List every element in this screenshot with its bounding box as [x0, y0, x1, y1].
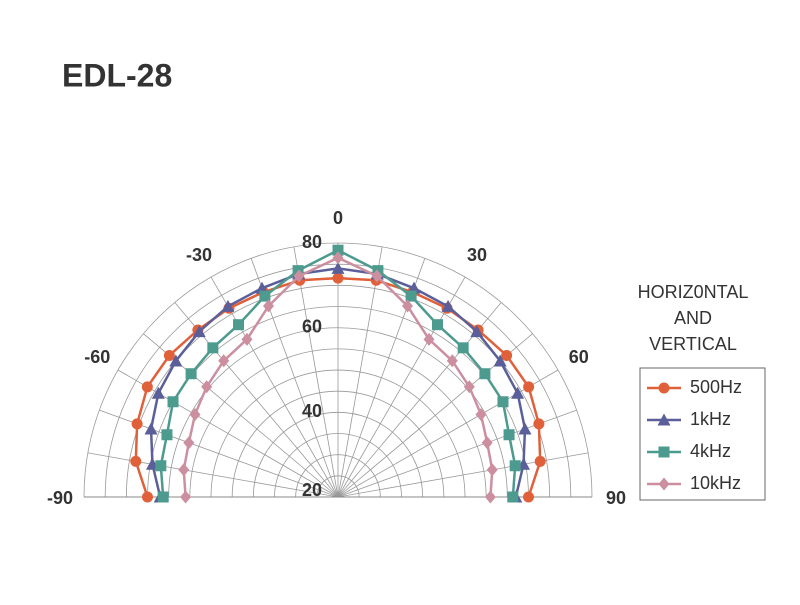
marker	[183, 436, 195, 450]
marker	[263, 299, 275, 313]
legend-title: AND	[674, 308, 712, 328]
theta-tick-label: -60	[84, 347, 110, 367]
marker	[511, 386, 525, 399]
theta-tick-label: -90	[47, 488, 73, 508]
legend-box	[639, 367, 766, 501]
legend-label: 1kHz	[690, 409, 731, 429]
legend-marker	[657, 413, 671, 426]
legend-marker	[658, 382, 670, 394]
marker	[144, 422, 158, 435]
marker	[332, 272, 344, 284]
marker	[233, 319, 245, 331]
marker	[155, 460, 167, 472]
grid-spoke	[337, 246, 383, 498]
grid-spoke	[337, 369, 559, 498]
grid-spoke	[87, 452, 339, 498]
marker	[221, 299, 235, 312]
marker	[169, 354, 183, 367]
marker	[201, 380, 213, 394]
marker	[180, 490, 192, 504]
marker	[441, 299, 455, 312]
marker	[463, 380, 475, 394]
legend-title: VERTICAL	[649, 334, 737, 354]
r-tick-label: 20	[302, 480, 322, 500]
marker	[371, 269, 383, 283]
r-tick-label: 80	[302, 232, 322, 252]
theta-tick-label: 30	[467, 245, 487, 265]
marker	[131, 418, 143, 430]
marker	[192, 325, 206, 338]
marker	[405, 290, 417, 302]
marker	[523, 381, 535, 393]
marker	[259, 290, 271, 302]
grid-spoke	[337, 276, 466, 498]
legend-title: HORIZ0NTAL	[638, 282, 749, 302]
grid-spoke	[337, 452, 589, 498]
marker	[470, 325, 484, 338]
marker	[493, 354, 507, 367]
theta-tick-label: 0	[333, 208, 343, 228]
marker	[151, 386, 165, 399]
marker	[331, 261, 345, 274]
marker	[185, 368, 197, 380]
marker	[167, 396, 179, 408]
chart-title: EDL-28	[62, 57, 172, 93]
marker	[446, 354, 458, 368]
marker	[486, 463, 498, 477]
marker	[163, 350, 175, 362]
legend-marker	[658, 446, 670, 458]
marker	[401, 299, 413, 313]
grid-spoke	[117, 369, 339, 498]
marker	[534, 455, 546, 467]
marker	[501, 350, 513, 362]
marker	[207, 342, 219, 354]
marker	[332, 251, 344, 265]
marker	[178, 463, 190, 477]
legend-label: 500Hz	[690, 377, 742, 397]
marker	[157, 491, 169, 503]
marker	[484, 490, 496, 504]
legend-marker	[658, 477, 670, 491]
marker	[523, 491, 534, 503]
marker	[533, 418, 545, 430]
r-tick-label: 60	[302, 316, 322, 336]
grid-spoke	[293, 246, 339, 498]
marker	[509, 460, 521, 472]
marker	[518, 422, 532, 435]
theta-tick-label: 90	[606, 488, 626, 508]
marker	[431, 319, 443, 331]
marker	[507, 491, 519, 503]
marker	[475, 407, 487, 421]
marker	[481, 436, 493, 450]
marker	[161, 429, 173, 441]
marker	[457, 342, 469, 354]
legend-label: 10kHz	[690, 473, 741, 493]
marker	[141, 381, 153, 393]
marker	[142, 491, 153, 503]
marker	[189, 407, 201, 421]
marker	[293, 269, 305, 283]
marker	[241, 332, 253, 346]
grid-spoke	[210, 276, 339, 498]
marker	[479, 368, 491, 380]
theta-tick-label: 60	[569, 347, 589, 367]
marker	[218, 354, 230, 368]
theta-tick-label: -30	[186, 245, 212, 265]
marker	[423, 332, 435, 346]
marker	[497, 396, 509, 408]
marker	[503, 429, 515, 441]
marker	[332, 244, 344, 256]
r-tick-label: 40	[302, 401, 322, 421]
marker	[130, 455, 142, 467]
legend-label: 4kHz	[690, 441, 731, 461]
